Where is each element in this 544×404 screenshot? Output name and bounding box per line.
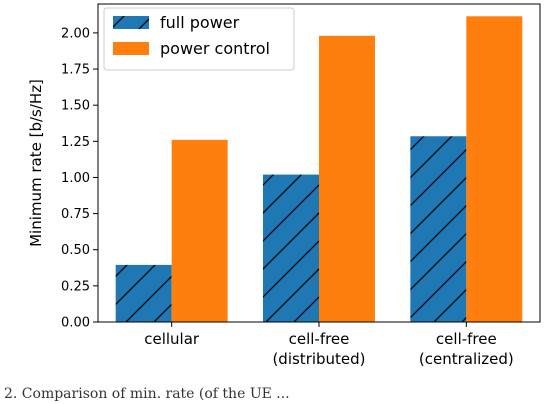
- y-tick-label: 1.00: [61, 171, 90, 186]
- bar-full-power-0: [115, 264, 172, 322]
- bars: [115, 16, 523, 323]
- legend-label-power-control: power control: [160, 39, 270, 58]
- bar-full-power-1: [263, 174, 319, 322]
- bar-full-power-2: [410, 136, 467, 322]
- x-tick-label: cell-free: [436, 330, 497, 348]
- y-tick-label: 1.75: [61, 63, 90, 78]
- y-tick-label: 0.25: [61, 279, 90, 294]
- bar-power-control-1: [319, 35, 375, 323]
- y-tick-label: 1.25: [61, 135, 90, 150]
- y-tick-label: 1.50: [61, 99, 90, 114]
- bar-power-control-0: [171, 139, 228, 322]
- x-tick-label: cellular: [144, 330, 200, 348]
- y-ticks: 0.00 0.25 0.50 0.75 1.00 1.25 1.50 1.75 2.00: [61, 26, 98, 331]
- legend-swatch-full-power: [113, 16, 149, 29]
- figure-caption: 2. Comparison of min. rate (of the UE ..…: [4, 386, 290, 402]
- bar-power-control-2: [466, 16, 523, 322]
- x-tick-label: cell-free: [289, 330, 350, 348]
- x-tick-label: (distributed): [272, 350, 365, 368]
- legend-box: [103, 7, 295, 71]
- y-axis-label: Minimum rate [b/s/Hz]: [27, 79, 45, 247]
- legend-label-full-power: full power: [160, 13, 240, 32]
- y-tick-label: 0.00: [61, 316, 90, 331]
- legend: full power power control: [103, 7, 295, 71]
- y-tick-label: 2.00: [61, 26, 90, 41]
- chart: 0.00 0.25 0.50 0.75 1.00 1.25 1.50 1.75 2.00 cel…: [27, 3, 541, 368]
- x-tick-label: (centralized): [419, 350, 514, 368]
- legend-swatch-power-control: [113, 42, 149, 55]
- y-tick-label: 0.50: [61, 243, 90, 258]
- y-tick-label: 0.75: [61, 207, 90, 222]
- x-tick-labels: cellular cell-free (distributed) cell-free (…: [144, 322, 514, 368]
